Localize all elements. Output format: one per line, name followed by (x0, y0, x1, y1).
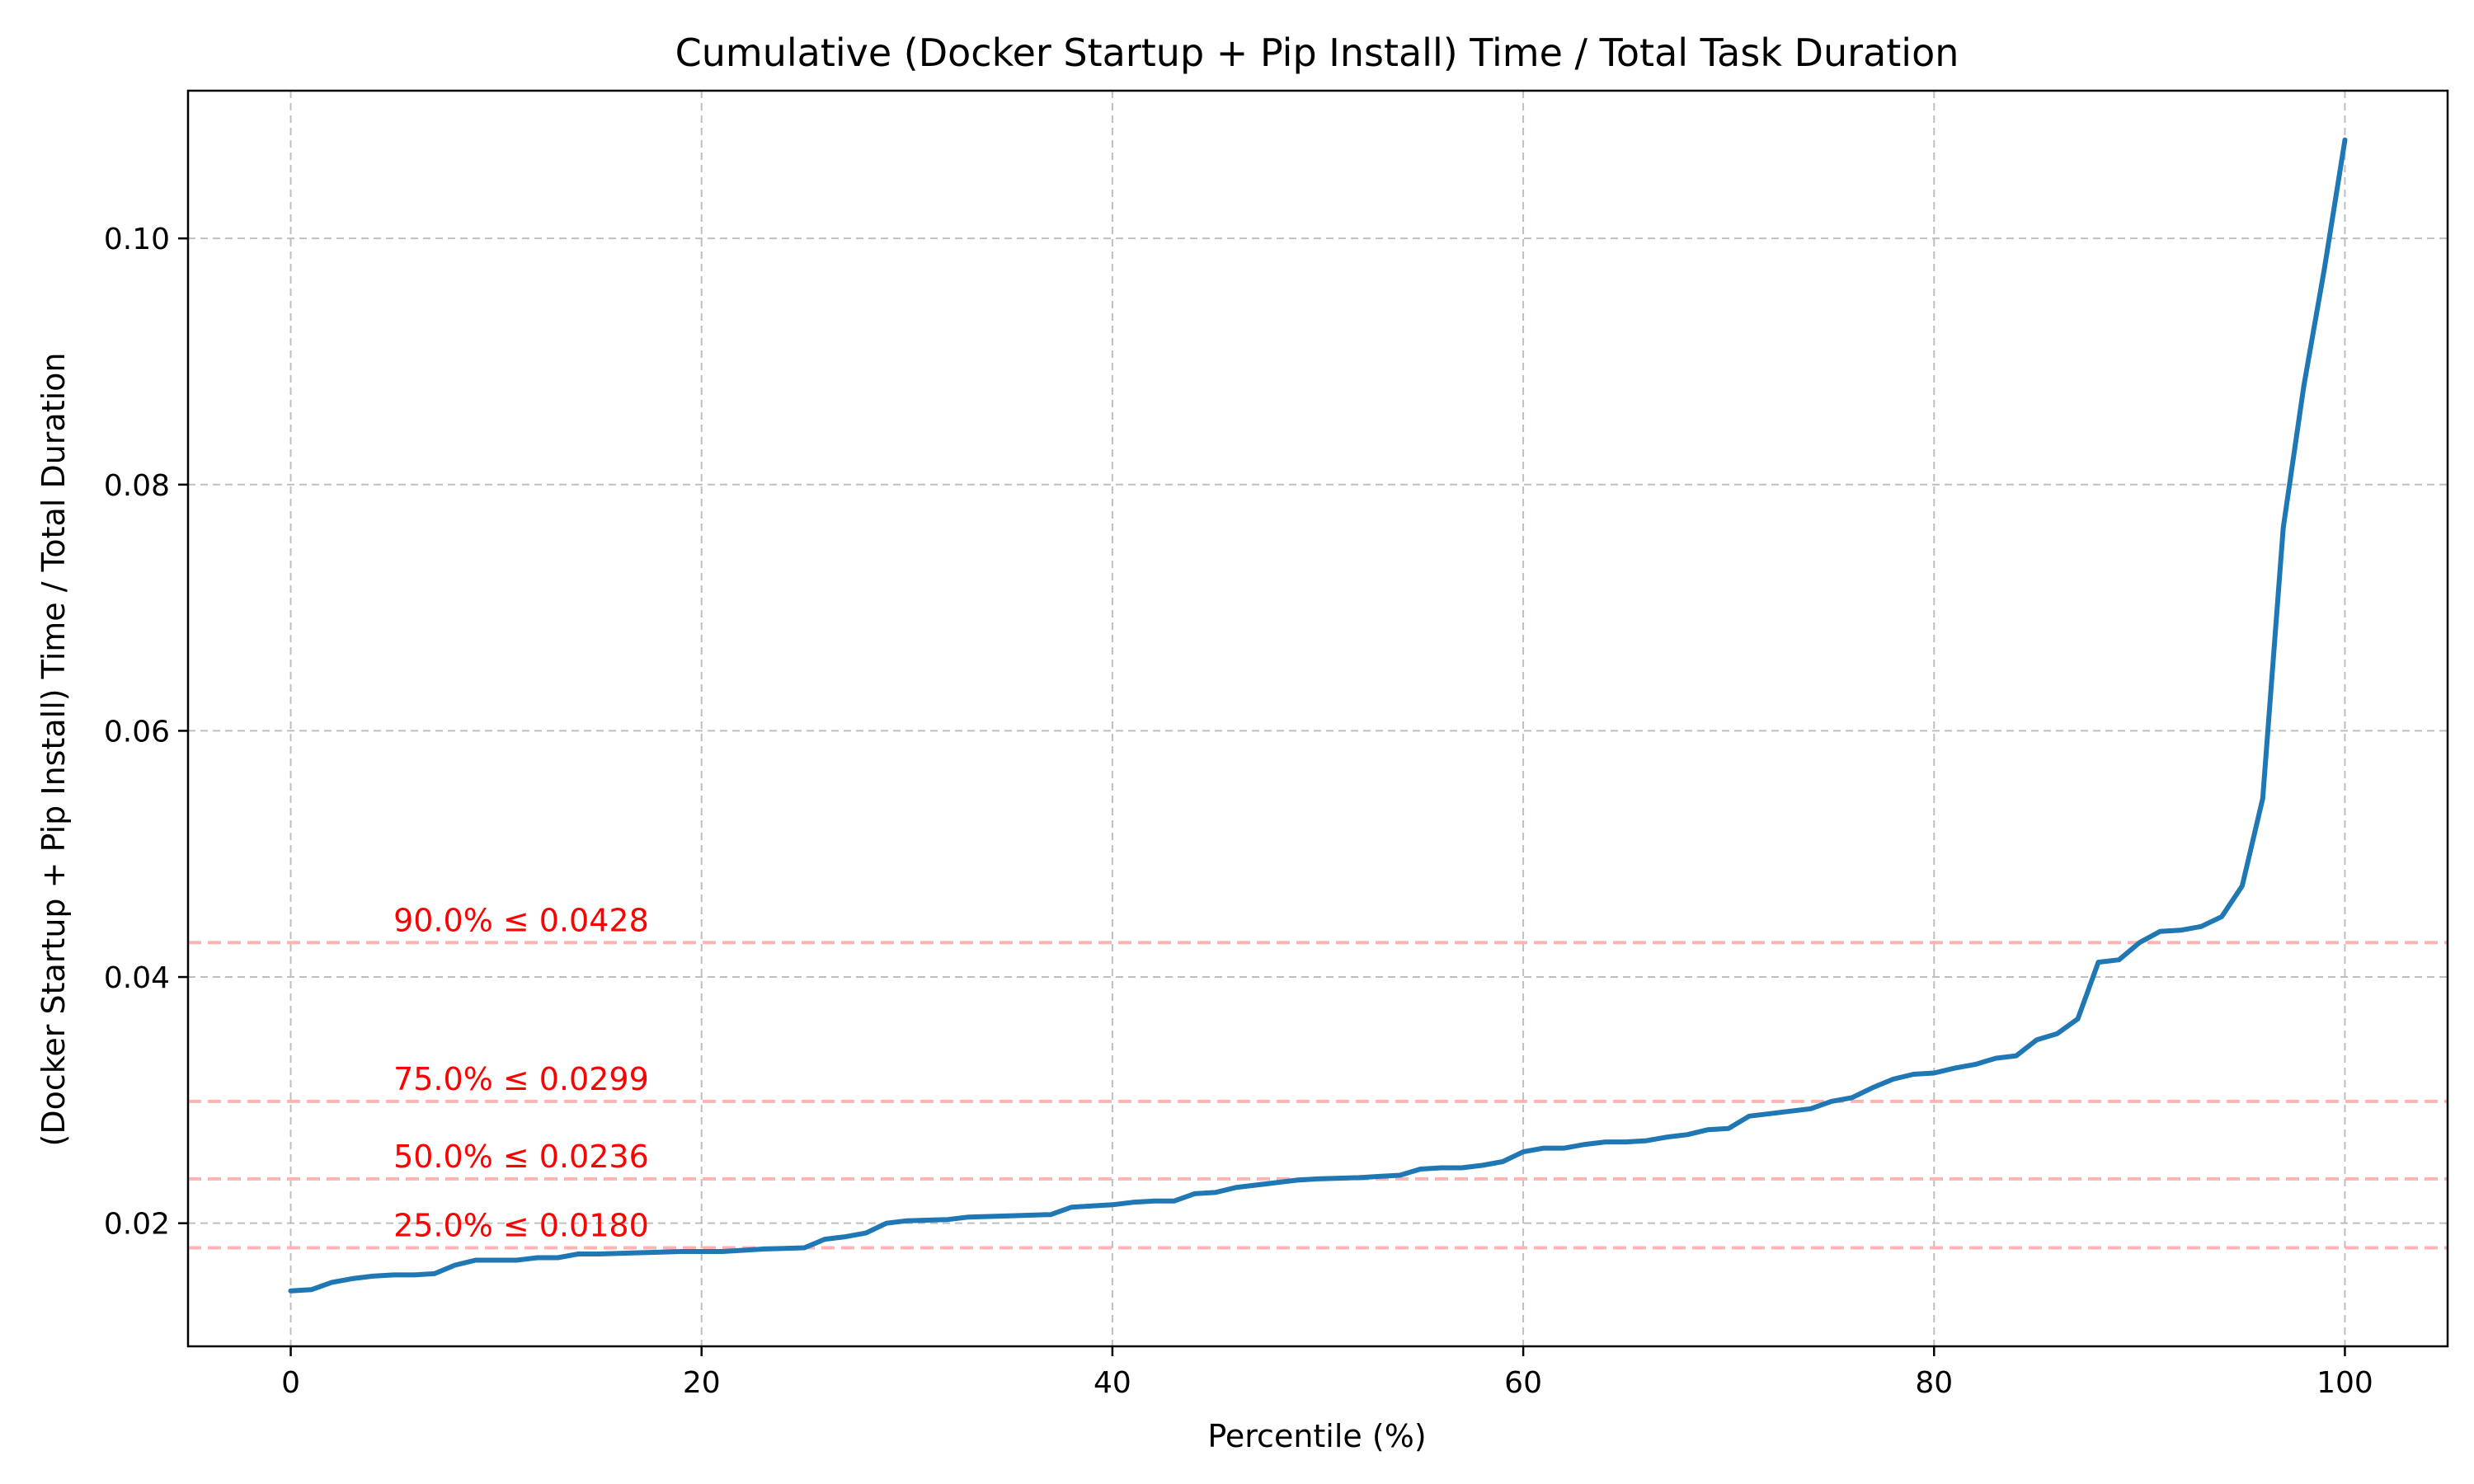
y-tick-label: 0.10 (104, 223, 170, 256)
annotations: 25.0% ≤ 0.0180 50.0% ≤ 0.0236 75.0% ≤ 0.02… (393, 902, 649, 1243)
percentile-annotation: 25.0% ≤ 0.0180 (393, 1208, 649, 1244)
percentile-annotation: 90.0% ≤ 0.0428 (393, 902, 649, 938)
x-tick-label: 20 (683, 1366, 721, 1400)
x-tick-label: 100 (2316, 1366, 2373, 1400)
percentile-annotation: 50.0% ≤ 0.0236 (393, 1139, 649, 1175)
y-tick-label: 0.04 (104, 961, 170, 995)
x-tick-label: 0 (281, 1366, 300, 1400)
y-axis-label: (Docker Startup + Pip Install) Time / To… (35, 353, 72, 1147)
x-tick-label: 40 (1094, 1366, 1131, 1400)
x-tick-label: 60 (1504, 1366, 1542, 1400)
plot-frame (186, 89, 2449, 1348)
y-tick-label: 0.06 (104, 715, 170, 749)
series (288, 137, 2348, 1294)
x-axis-label: Percentile (%) (1207, 1418, 1426, 1454)
chart-title: Cumulative (Docker Startup + Pip Install… (675, 31, 1959, 75)
percentile-annotation: 75.0% ≤ 0.0299 (393, 1061, 649, 1097)
x-tick-label: 80 (1915, 1366, 1953, 1400)
grid (188, 91, 2448, 1346)
series-line (288, 137, 2348, 1294)
y-tick-label: 0.02 (104, 1208, 170, 1242)
ticks: 0 20 40 60 80 100 0.02 0.04 0.06 0.08 0.10 (104, 223, 2373, 1400)
y-tick-label: 0.08 (104, 469, 170, 503)
